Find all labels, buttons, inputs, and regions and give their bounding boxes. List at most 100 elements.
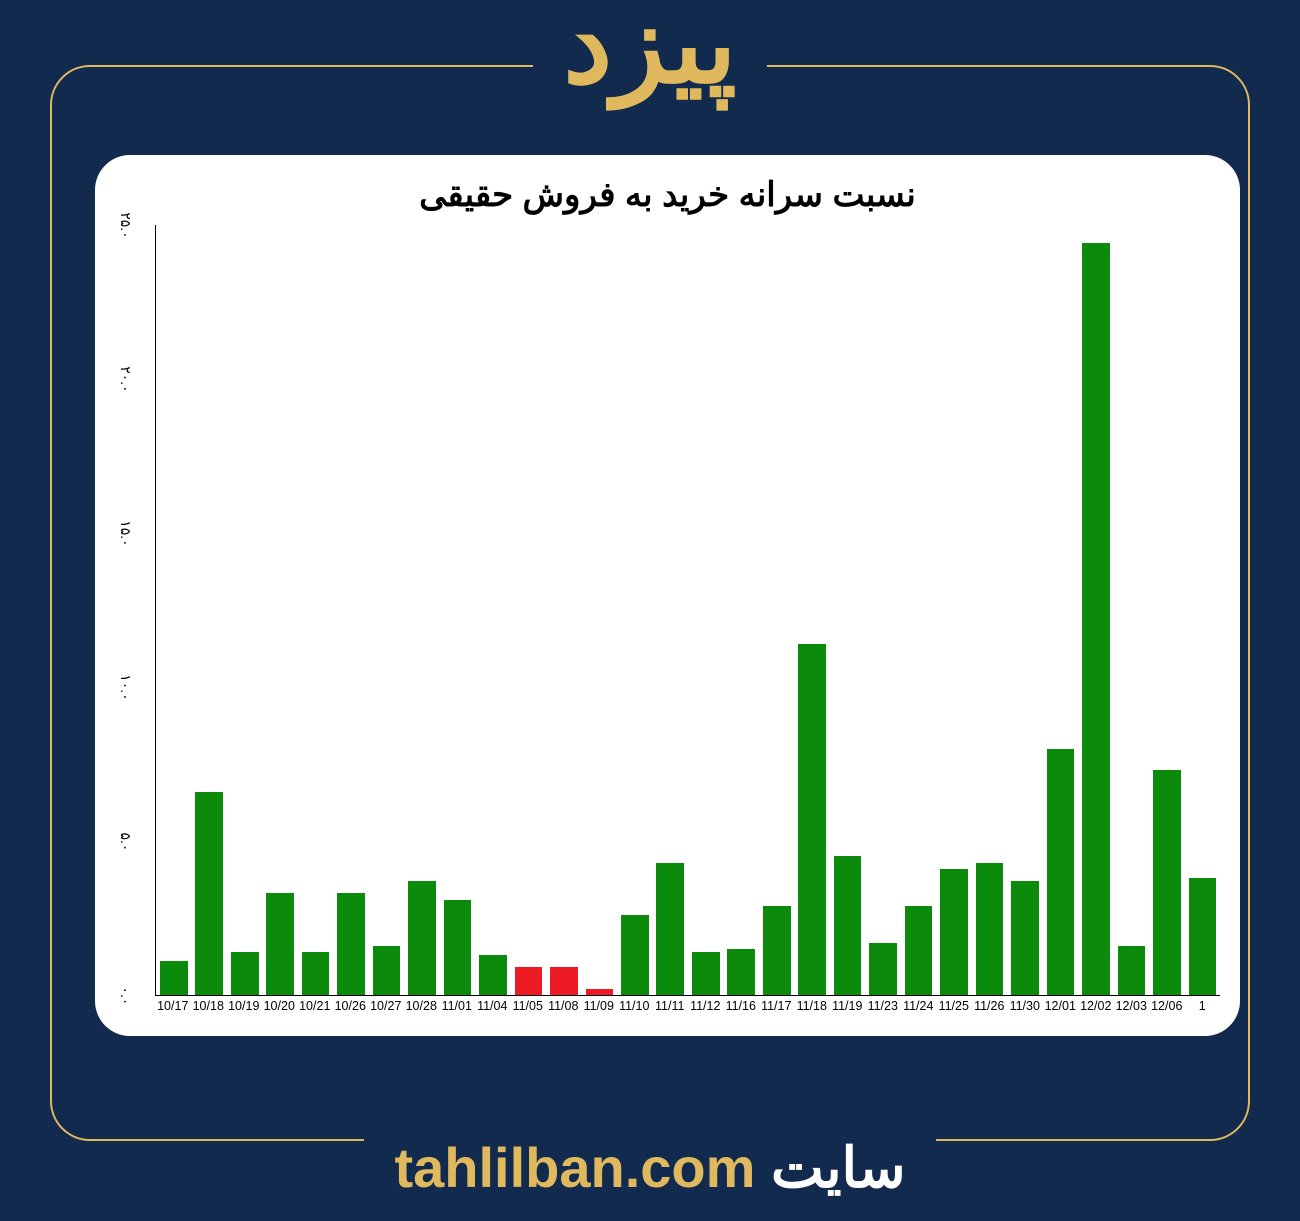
x-tick-label: 12/02 <box>1078 996 1114 1021</box>
x-tick-label: 10/28 <box>404 996 440 1021</box>
bar-slot <box>191 225 226 995</box>
x-tick-label: 10/21 <box>297 996 333 1021</box>
chart-bar <box>905 906 933 995</box>
chart-bar <box>1118 946 1146 995</box>
x-tick-label: 11/16 <box>723 996 759 1021</box>
bar-slot <box>972 225 1007 995</box>
chart-bar <box>1082 243 1110 995</box>
chart-bar <box>160 961 188 995</box>
bar-slot <box>404 225 439 995</box>
bar-slot <box>475 225 510 995</box>
chart-bar <box>408 881 436 995</box>
bar-slot <box>1007 225 1042 995</box>
footer-site-word: سایت <box>771 1136 906 1199</box>
x-tick-label: 11/12 <box>688 996 724 1021</box>
bar-slot <box>1043 225 1078 995</box>
bar-slot <box>262 225 297 995</box>
x-tick-label: 10/19 <box>226 996 262 1021</box>
x-tick-label: 10/26 <box>333 996 369 1021</box>
x-tick-label: 12/06 <box>1149 996 1185 1021</box>
bar-slot <box>369 225 404 995</box>
y-tick-label: ۵.۰ <box>118 832 134 851</box>
y-tick-label: ۰.۰ <box>118 987 134 1006</box>
chart-bar <box>444 900 472 995</box>
chart-bar <box>621 915 649 995</box>
chart-bar <box>869 943 897 995</box>
chart-bar <box>1011 881 1039 995</box>
x-tick-label: 11/17 <box>759 996 795 1021</box>
x-tick-label: 11/01 <box>439 996 475 1021</box>
chart-x-axis: 10/1710/1810/1910/2010/2110/2610/2710/28… <box>155 996 1220 1021</box>
x-tick-label: 11/05 <box>510 996 546 1021</box>
bar-slot <box>582 225 617 995</box>
x-tick-label: 11/26 <box>972 996 1008 1021</box>
chart-bar <box>976 863 1004 995</box>
chart-bar <box>692 952 720 995</box>
chart-bar <box>1047 749 1075 995</box>
chart-bar <box>337 893 365 995</box>
chart-bar <box>586 989 614 995</box>
chart-bar <box>266 893 294 995</box>
bar-slot <box>865 225 900 995</box>
x-tick-label: 12/01 <box>1043 996 1079 1021</box>
footer-text: سایت tahlilban.com <box>364 1135 935 1201</box>
x-tick-label: 10/17 <box>155 996 191 1021</box>
bar-slot <box>617 225 652 995</box>
bar-slot <box>1114 225 1149 995</box>
chart-card: نسبت سرانه خرید به فروش حقیقی ۰.۰ ۵.۰ ۱۰.۰… <box>95 155 1240 1036</box>
x-tick-label: 11/09 <box>581 996 617 1021</box>
y-tick-label: ۲۰.۰ <box>118 366 134 392</box>
chart-plot-area: ۰.۰۵.۰۱۰.۰۱۵.۰۲۰.۰۲۵.۰ 10/1710/1810/1910… <box>110 225 1225 1021</box>
x-tick-label: 11/11 <box>652 996 688 1021</box>
bar-slot <box>333 225 368 995</box>
x-tick-label: 11/04 <box>475 996 511 1021</box>
footer-site-url: tahlilban.com <box>394 1136 755 1199</box>
bar-slot <box>830 225 865 995</box>
x-tick-label: 12/03 <box>1114 996 1150 1021</box>
y-tick-label: ۱۰.۰ <box>118 674 134 700</box>
chart-bar <box>1153 770 1181 995</box>
x-tick-label: 11/24 <box>901 996 937 1021</box>
bar-slot <box>936 225 971 995</box>
x-tick-label: 11/23 <box>865 996 901 1021</box>
chart-bar <box>727 949 755 995</box>
bar-slot <box>794 225 829 995</box>
chart-bar <box>1189 878 1217 995</box>
y-tick-label: ۲۵.۰ <box>118 212 134 238</box>
x-tick-label: 11/08 <box>546 996 582 1021</box>
bar-slot <box>1185 225 1220 995</box>
bar-slot <box>724 225 759 995</box>
x-tick-label: 11/30 <box>1007 996 1043 1021</box>
bar-slot <box>653 225 688 995</box>
chart-bar <box>479 955 507 995</box>
bar-slot <box>688 225 723 995</box>
chart-title: نسبت سرانه خرید به فروش حقیقی <box>110 175 1225 215</box>
x-tick-label: 10/18 <box>191 996 227 1021</box>
bar-slot <box>1078 225 1113 995</box>
bar-slot <box>546 225 581 995</box>
chart-bar <box>373 946 401 995</box>
x-tick-label: 11/19 <box>830 996 866 1021</box>
footer-wrap: سایت tahlilban.com <box>0 1135 1300 1201</box>
bar-slot <box>440 225 475 995</box>
y-tick-label: ۱۵.۰ <box>118 520 134 546</box>
x-tick-label: 1 <box>1185 996 1221 1021</box>
chart-bar <box>798 644 826 995</box>
chart-bar <box>834 856 862 995</box>
header-wrap: پیزد <box>0 0 1300 110</box>
chart-bar <box>763 906 791 995</box>
chart-bar <box>302 952 330 995</box>
chart-bar <box>550 967 578 995</box>
chart-bar <box>656 863 684 995</box>
x-tick-label: 10/27 <box>368 996 404 1021</box>
bar-slot <box>156 225 191 995</box>
bar-slot <box>227 225 262 995</box>
bar-slot <box>298 225 333 995</box>
chart-y-axis: ۰.۰۵.۰۱۰.۰۱۵.۰۲۰.۰۲۵.۰ <box>110 225 150 996</box>
x-tick-label: 10/20 <box>262 996 298 1021</box>
x-tick-label: 11/10 <box>617 996 653 1021</box>
chart-bar <box>231 952 259 995</box>
bar-slot <box>1149 225 1184 995</box>
bar-slot <box>511 225 546 995</box>
bar-slot <box>759 225 794 995</box>
